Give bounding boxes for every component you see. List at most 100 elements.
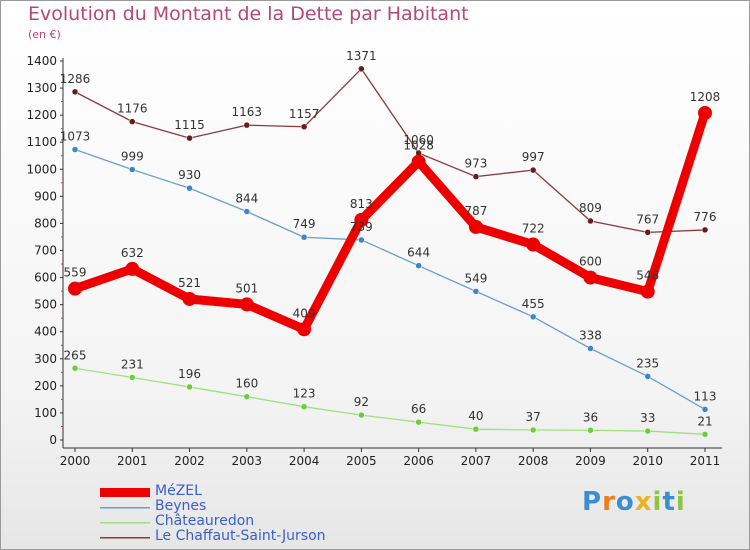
x-tick-label: 2002 xyxy=(174,454,205,468)
series-point xyxy=(472,173,480,180)
y-tick-label: 200 xyxy=(34,379,57,393)
series-line xyxy=(70,108,710,334)
series-point xyxy=(243,208,251,215)
y-tick-label: 100 xyxy=(34,406,57,420)
series-point xyxy=(186,184,193,192)
data-label: 999 xyxy=(121,150,144,164)
x-tick-label: 2011 xyxy=(690,454,721,468)
series-point xyxy=(129,118,136,125)
data-label: 196 xyxy=(178,367,201,381)
series-point xyxy=(68,281,82,296)
series-point xyxy=(186,383,193,391)
series-point xyxy=(587,345,594,352)
series-line xyxy=(74,148,706,411)
y-tick-label: 1000 xyxy=(26,162,57,176)
data-label: 113 xyxy=(694,389,717,403)
data-label: 739 xyxy=(350,220,373,234)
series-line xyxy=(74,367,706,435)
data-label: 548 xyxy=(636,269,659,283)
series-line xyxy=(74,68,706,234)
series-point xyxy=(644,229,651,236)
series-point xyxy=(526,237,541,252)
data-label: 40 xyxy=(468,409,483,423)
series-point xyxy=(587,427,594,434)
data-label: 844 xyxy=(235,192,258,206)
data-label: 21 xyxy=(697,414,712,428)
data-label: 559 xyxy=(64,266,87,280)
x-tick-label: 2003 xyxy=(232,454,263,468)
data-label: 1176 xyxy=(117,102,148,116)
legend-label: Châteauredon xyxy=(155,513,255,529)
series-point xyxy=(472,425,480,433)
data-label: 997 xyxy=(522,150,545,164)
data-label: 66 xyxy=(411,402,426,416)
series-point xyxy=(243,121,251,129)
legend-label: Beynes xyxy=(155,498,207,514)
data-label: 33 xyxy=(640,411,655,425)
series-point xyxy=(71,88,79,96)
series-point xyxy=(587,217,594,225)
series-point xyxy=(529,313,537,321)
legend-swatch-mezel xyxy=(100,488,150,497)
series-point xyxy=(239,297,254,312)
x-tick-label: 2010 xyxy=(632,454,663,468)
y-tick-label: 900 xyxy=(34,189,57,203)
y-tick-label: 0 xyxy=(49,433,57,447)
x-tick-label: 2009 xyxy=(575,454,606,468)
y-tick-label: 600 xyxy=(34,271,57,285)
series-point xyxy=(472,288,480,295)
series-point xyxy=(640,284,655,299)
data-label: 265 xyxy=(64,348,87,362)
legend-swatch-beynes xyxy=(100,507,150,509)
data-label: 409 xyxy=(293,306,316,320)
series-point xyxy=(415,418,422,426)
data-label: 235 xyxy=(636,356,659,370)
data-label: 776 xyxy=(694,210,717,224)
x-tick-label: 2008 xyxy=(518,454,549,468)
x-tick-label: 2005 xyxy=(346,454,377,468)
y-tick-label: 1300 xyxy=(26,81,57,95)
y-tick-label: 1400 xyxy=(26,54,57,68)
series-point xyxy=(182,291,197,306)
data-label: 809 xyxy=(579,201,602,215)
series-point xyxy=(300,123,308,131)
data-label: 1028 xyxy=(403,139,434,153)
data-label: 37 xyxy=(526,410,541,424)
series-point xyxy=(358,411,365,419)
series-point xyxy=(468,219,483,234)
data-label: 123 xyxy=(293,387,316,401)
y-tick-label: 500 xyxy=(34,298,57,312)
series-point xyxy=(300,233,308,241)
data-label: 36 xyxy=(583,410,598,424)
data-label: 455 xyxy=(522,297,545,311)
series-point xyxy=(297,322,312,337)
y-tick-label: 1200 xyxy=(26,108,57,122)
y-tick-label: 400 xyxy=(34,325,57,339)
legend-swatch-chateauredon xyxy=(100,522,150,524)
data-label: 813 xyxy=(350,197,373,211)
series-point xyxy=(698,105,712,120)
data-label: 930 xyxy=(178,168,201,182)
data-label: 1371 xyxy=(346,49,377,63)
series-point xyxy=(529,166,537,174)
data-label: 787 xyxy=(464,204,487,218)
series-point xyxy=(71,146,79,153)
y-tick-label: 800 xyxy=(34,216,57,230)
series-point xyxy=(243,393,251,400)
chart-title: Evolution du Montant de la Dette par Hab… xyxy=(28,3,469,25)
series-point xyxy=(358,236,365,244)
data-label: 231 xyxy=(121,357,144,371)
x-tick-label: 2006 xyxy=(403,454,434,468)
series-point xyxy=(415,262,422,269)
series-point xyxy=(529,426,537,434)
data-label: 644 xyxy=(407,246,430,260)
series-point xyxy=(129,166,136,173)
data-label: 1115 xyxy=(174,118,205,132)
x-tick-label: 2001 xyxy=(117,454,148,468)
proxiti-logo: Proxiti xyxy=(582,487,686,517)
series-point xyxy=(411,154,426,169)
chart-subtitle: (en €) xyxy=(28,28,61,41)
data-label: 338 xyxy=(579,328,602,342)
series-point xyxy=(71,365,79,372)
data-label: 1208 xyxy=(690,90,721,104)
